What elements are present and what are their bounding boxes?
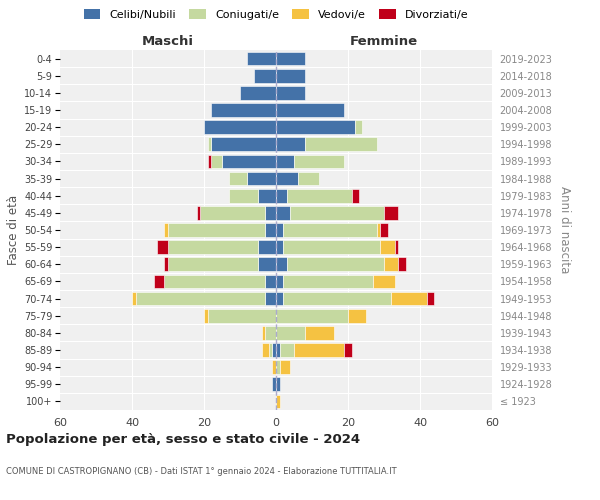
Bar [276, 394, 280, 408]
Bar [168, 258, 258, 271]
Y-axis label: Anni di nascita: Anni di nascita [558, 186, 571, 274]
Bar [395, 240, 398, 254]
Bar [208, 154, 211, 168]
Bar [272, 360, 276, 374]
Bar [287, 189, 352, 202]
Bar [265, 326, 276, 340]
Bar [254, 69, 276, 82]
Bar [240, 86, 276, 100]
Bar [222, 154, 276, 168]
Bar [427, 292, 434, 306]
Bar [283, 292, 391, 306]
Bar [398, 258, 406, 271]
Text: COMUNE DI CASTROPIGNANO (CB) - Dati ISTAT 1° gennaio 2024 - Elaborazione TUTTITA: COMUNE DI CASTROPIGNANO (CB) - Dati ISTA… [6, 468, 397, 476]
Bar [258, 240, 276, 254]
Bar [380, 240, 395, 254]
Bar [247, 172, 276, 185]
Bar [276, 240, 283, 254]
Bar [384, 258, 398, 271]
Text: Popolazione per età, sesso e stato civile - 2024: Popolazione per età, sesso e stato civil… [6, 432, 360, 446]
Bar [380, 223, 388, 237]
Bar [157, 240, 168, 254]
Bar [344, 343, 352, 357]
Bar [373, 274, 395, 288]
Bar [276, 206, 290, 220]
Bar [258, 258, 276, 271]
Bar [200, 206, 265, 220]
Bar [276, 223, 283, 237]
Bar [168, 223, 265, 237]
Bar [204, 120, 276, 134]
Bar [280, 360, 290, 374]
Bar [208, 309, 276, 322]
Bar [208, 138, 211, 151]
Bar [197, 206, 200, 220]
Bar [276, 343, 280, 357]
Bar [276, 274, 283, 288]
Bar [355, 120, 362, 134]
Bar [294, 154, 344, 168]
Bar [276, 120, 355, 134]
Bar [294, 343, 344, 357]
Bar [132, 292, 136, 306]
Bar [305, 326, 334, 340]
Bar [290, 206, 384, 220]
Bar [276, 154, 294, 168]
Bar [276, 360, 280, 374]
Bar [283, 223, 377, 237]
Bar [265, 292, 276, 306]
Bar [265, 274, 276, 288]
Bar [348, 309, 366, 322]
Bar [276, 172, 298, 185]
Bar [276, 292, 283, 306]
Bar [298, 172, 319, 185]
Bar [164, 274, 265, 288]
Legend: Celibi/Nubili, Coniugati/e, Vedovi/e, Divorziati/e: Celibi/Nubili, Coniugati/e, Vedovi/e, Di… [79, 5, 473, 24]
Bar [211, 138, 276, 151]
Bar [384, 206, 398, 220]
Y-axis label: Fasce di età: Fasce di età [7, 195, 20, 265]
Bar [280, 343, 294, 357]
Bar [276, 52, 305, 66]
Bar [258, 189, 276, 202]
Bar [247, 52, 276, 66]
Bar [272, 343, 276, 357]
Bar [305, 138, 377, 151]
Text: Femmine: Femmine [350, 36, 418, 49]
Bar [377, 223, 380, 237]
Bar [272, 378, 276, 391]
Bar [283, 274, 373, 288]
Bar [262, 343, 269, 357]
Bar [229, 189, 258, 202]
Bar [276, 189, 287, 202]
Bar [211, 103, 276, 117]
Bar [352, 189, 359, 202]
Bar [276, 138, 305, 151]
Bar [276, 258, 287, 271]
Bar [287, 258, 384, 271]
Bar [168, 240, 258, 254]
Bar [211, 154, 222, 168]
Bar [164, 223, 168, 237]
Bar [276, 103, 344, 117]
Bar [276, 309, 348, 322]
Bar [265, 206, 276, 220]
Bar [265, 223, 276, 237]
Bar [276, 86, 305, 100]
Bar [276, 69, 305, 82]
Bar [276, 326, 305, 340]
Bar [391, 292, 427, 306]
Bar [262, 326, 265, 340]
Bar [229, 172, 247, 185]
Bar [283, 240, 380, 254]
Bar [136, 292, 265, 306]
Bar [276, 378, 280, 391]
Bar [204, 309, 208, 322]
Bar [164, 258, 168, 271]
Text: Maschi: Maschi [142, 36, 194, 49]
Bar [154, 274, 164, 288]
Bar [269, 343, 272, 357]
